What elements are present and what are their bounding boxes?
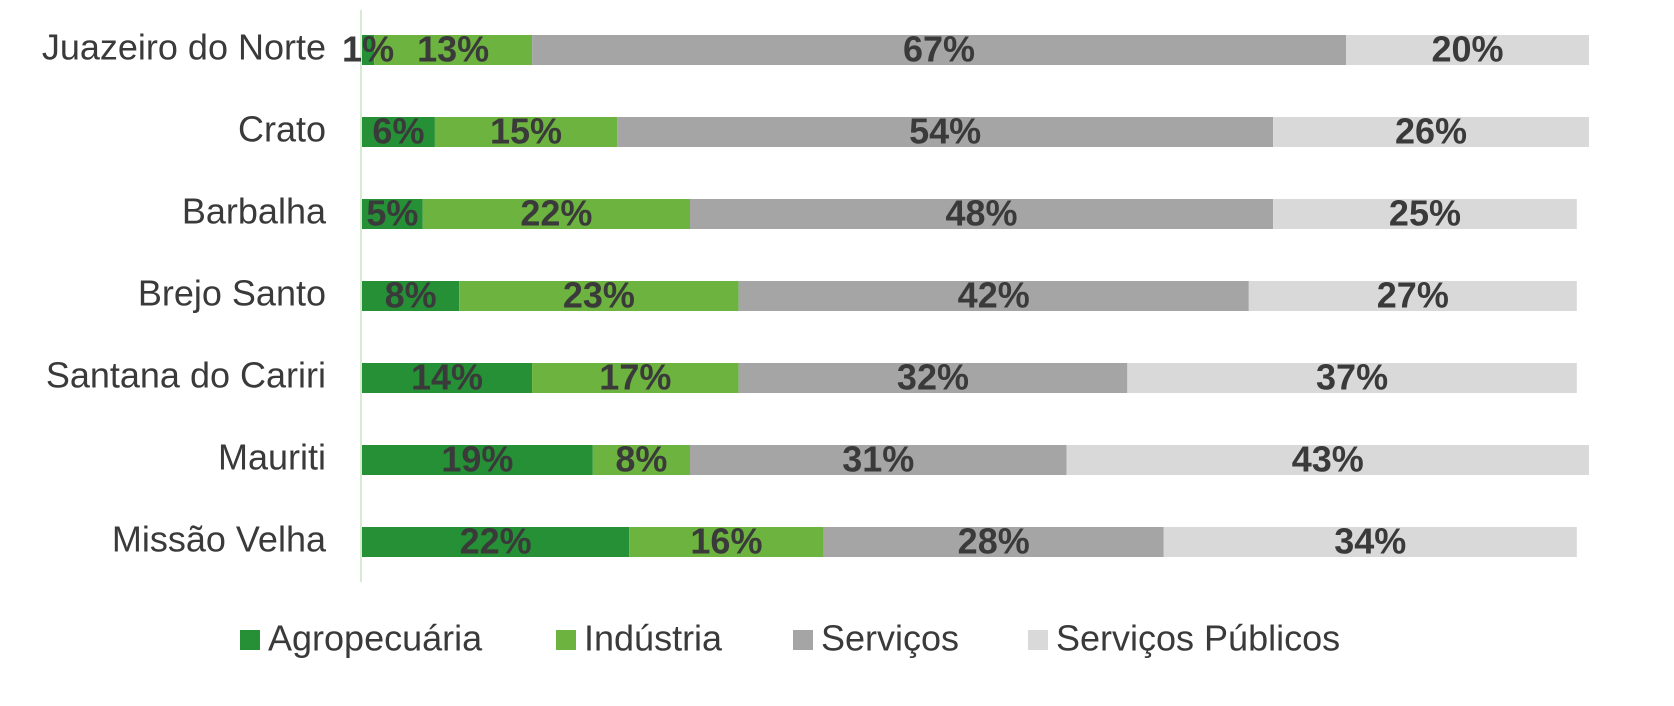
data-label: 23% bbox=[563, 275, 635, 316]
category-label: Santana do Cariri bbox=[46, 355, 326, 396]
data-label: 6% bbox=[372, 111, 424, 152]
data-label: 19% bbox=[441, 439, 513, 480]
bar-segment bbox=[362, 199, 423, 229]
data-label: 1% bbox=[342, 29, 394, 70]
bar-segment bbox=[1163, 527, 1577, 557]
data-label: 67% bbox=[903, 29, 975, 70]
bar-segment bbox=[374, 35, 533, 65]
bar-segment bbox=[434, 117, 618, 147]
legend-swatch bbox=[1028, 630, 1048, 650]
bar-segment bbox=[362, 117, 435, 147]
bar-segment bbox=[738, 281, 1249, 311]
category-label: Missão Velha bbox=[112, 519, 327, 560]
data-label: 42% bbox=[958, 275, 1030, 316]
data-label: 34% bbox=[1334, 521, 1406, 562]
bar-segment bbox=[1127, 363, 1577, 393]
bar-segment bbox=[823, 527, 1164, 557]
bar-segment bbox=[690, 199, 1274, 229]
legend-label: Agropecuária bbox=[268, 618, 483, 659]
bar-segment bbox=[1273, 199, 1577, 229]
category-label: Brejo Santo bbox=[138, 273, 326, 314]
bar-segment bbox=[422, 199, 690, 229]
legend-swatch bbox=[240, 630, 260, 650]
legend-label: Serviços bbox=[821, 618, 959, 659]
data-label: 8% bbox=[385, 275, 437, 316]
data-label: 5% bbox=[366, 193, 418, 234]
data-label: 28% bbox=[958, 521, 1030, 562]
data-label: 22% bbox=[460, 521, 532, 562]
data-label: 17% bbox=[599, 357, 671, 398]
category-label: Juazeiro do Norte bbox=[42, 27, 326, 68]
bar-segment bbox=[738, 363, 1128, 393]
data-label: 25% bbox=[1389, 193, 1461, 234]
data-label: 20% bbox=[1431, 29, 1503, 70]
legend-label: Serviços Públicos bbox=[1056, 618, 1340, 659]
bar-segment bbox=[629, 527, 824, 557]
bar-segment bbox=[532, 35, 1346, 65]
category-label: Barbalha bbox=[182, 191, 327, 232]
bar-segment bbox=[362, 35, 375, 65]
data-label: 32% bbox=[897, 357, 969, 398]
data-label: 16% bbox=[690, 521, 762, 562]
data-label: 26% bbox=[1395, 111, 1467, 152]
data-label: 14% bbox=[411, 357, 483, 398]
bar-segment bbox=[1248, 281, 1577, 311]
data-label: 22% bbox=[520, 193, 592, 234]
data-label: 37% bbox=[1316, 357, 1388, 398]
legend-swatch bbox=[556, 630, 576, 650]
data-label: 13% bbox=[417, 29, 489, 70]
data-label: 27% bbox=[1377, 275, 1449, 316]
data-label: 8% bbox=[615, 439, 667, 480]
data-label: 15% bbox=[490, 111, 562, 152]
bar-segment bbox=[362, 281, 460, 311]
legend-swatch bbox=[793, 630, 813, 650]
legend-label: Indústria bbox=[584, 618, 723, 659]
bar-segment bbox=[690, 445, 1067, 475]
bar-segment bbox=[459, 281, 739, 311]
bar-segment bbox=[1066, 445, 1589, 475]
data-label: 31% bbox=[842, 439, 914, 480]
bar-segment bbox=[617, 117, 1274, 147]
data-label: 54% bbox=[909, 111, 981, 152]
bar-segment bbox=[1346, 35, 1589, 65]
data-label: 43% bbox=[1292, 439, 1364, 480]
category-label: Mauriti bbox=[218, 437, 326, 478]
data-label: 48% bbox=[946, 193, 1018, 234]
category-label: Crato bbox=[238, 109, 326, 150]
bar-segment bbox=[362, 527, 630, 557]
bar-segment bbox=[362, 363, 533, 393]
bar-segment bbox=[1273, 117, 1589, 147]
bar-segment bbox=[362, 445, 593, 475]
bar-segment bbox=[592, 445, 690, 475]
bar-segment bbox=[532, 363, 739, 393]
